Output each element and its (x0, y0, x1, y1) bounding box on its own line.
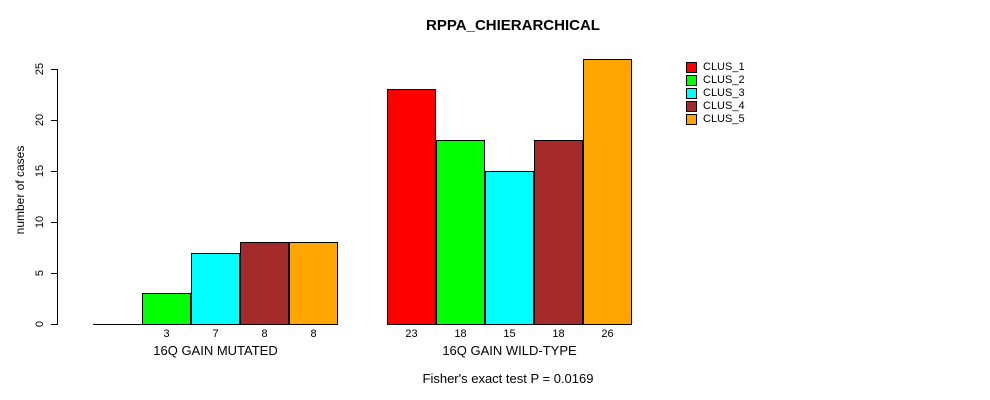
legend-label: CLUS_5 (703, 113, 745, 125)
bar (289, 242, 338, 325)
y-tick (51, 171, 58, 172)
y-tick (51, 69, 58, 70)
bar (485, 171, 534, 325)
legend: CLUS_1 CLUS_2 CLUS_3 CLUS_4 CLUS_5 (686, 61, 745, 126)
bar-value-label: 7 (212, 328, 219, 340)
legend-label: CLUS_1 (703, 61, 745, 73)
y-tick (51, 222, 58, 223)
legend-row: CLUS_4 (686, 100, 745, 113)
bar-zero-height (93, 324, 142, 325)
bar-value-label: 8 (261, 328, 268, 340)
legend-swatch (686, 101, 697, 112)
legend-row: CLUS_5 (686, 113, 745, 126)
legend-row: CLUS_1 (686, 61, 745, 74)
y-tick (51, 273, 58, 274)
category-label-mutated: 16Q GAIN MUTATED (153, 343, 278, 358)
y-tick-label: 0 (34, 320, 46, 328)
bar (387, 89, 436, 325)
legend-row: CLUS_2 (686, 74, 745, 87)
legend-label: CLUS_2 (703, 74, 745, 86)
bar (191, 253, 240, 325)
legend-swatch (686, 75, 697, 86)
y-axis-line (57, 69, 58, 325)
legend-swatch (686, 62, 697, 73)
bar (436, 140, 485, 325)
legend-row: CLUS_3 (686, 87, 745, 100)
bar-value-label: 18 (454, 328, 467, 340)
y-tick (51, 324, 58, 325)
y-axis-label: number of cases (13, 145, 27, 235)
bar-value-label: 15 (503, 328, 516, 340)
bar-value-label: 18 (552, 328, 565, 340)
legend-swatch (686, 88, 697, 99)
y-tick (51, 120, 58, 121)
legend-swatch (686, 114, 697, 125)
y-tick-label: 25 (34, 62, 46, 76)
bar (240, 242, 289, 325)
y-tick-label: 15 (34, 164, 46, 178)
y-tick-label: 20 (34, 113, 46, 127)
legend-label: CLUS_3 (703, 87, 745, 99)
y-tick-label: 10 (34, 215, 46, 229)
bar-value-label: 23 (405, 328, 418, 340)
fisher-test-annotation: Fisher's exact test P = 0.0169 (422, 371, 594, 386)
category-label-wild-type: 16Q GAIN WILD-TYPE (442, 343, 577, 358)
legend-label: CLUS_4 (703, 100, 745, 112)
bar-value-label: 3 (163, 328, 170, 340)
bar (534, 140, 583, 325)
bar-value-label: 26 (601, 328, 614, 340)
chart-title: RPPA_CHIERARCHICAL (426, 17, 600, 34)
bar (583, 59, 632, 325)
y-tick-label: 5 (34, 269, 46, 277)
bar (142, 293, 191, 325)
bar-value-label: 8 (310, 328, 317, 340)
